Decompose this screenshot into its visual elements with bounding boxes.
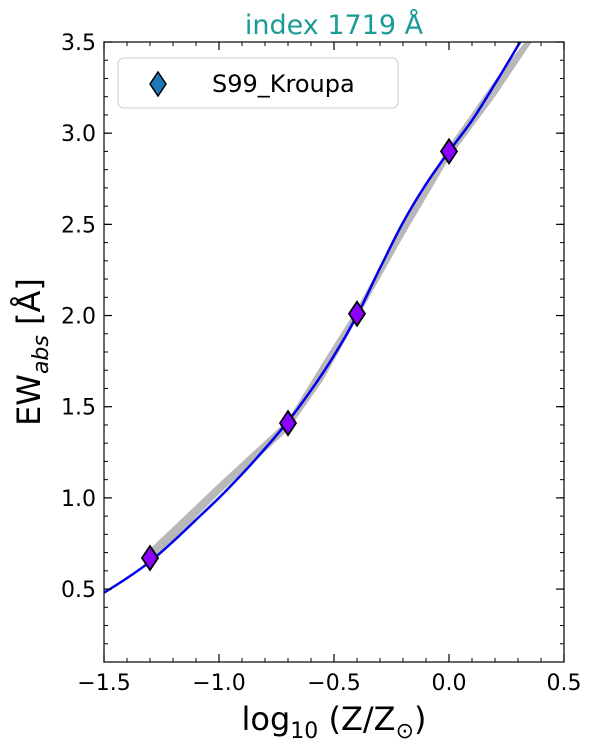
x-tick-label: −0.5	[307, 671, 360, 696]
x-tick-label: −1.5	[77, 671, 130, 696]
legend: S99_Kroupa	[117, 57, 399, 109]
x-axis-title-subscript: 10	[290, 719, 318, 744]
y-tick-label: 2.0	[61, 305, 96, 330]
data-point-1	[140, 544, 160, 572]
y-axis-title-subscript: abs	[29, 335, 54, 374]
x-axis-title-sun-subscript: ⊙	[396, 719, 414, 744]
uncertainty-band-layer	[150, 42, 532, 564]
x-axis-title-rest: (Z/Z	[318, 700, 395, 738]
legend-box	[117, 57, 399, 109]
data-point-3	[347, 300, 367, 328]
x-axis-title-main: log	[242, 700, 291, 738]
y-tick-label: 1.0	[61, 487, 96, 512]
x-tick-label: −1.0	[192, 671, 245, 696]
data-point-2	[278, 409, 298, 437]
data-points-layer	[140, 137, 459, 572]
y-tick-label: 0.5	[61, 578, 96, 603]
x-tick-label: 0.0	[432, 671, 467, 696]
chart-title: index 1719 Å	[245, 9, 424, 41]
y-axis-title-main: EW	[10, 374, 48, 426]
x-axis-title-close: )	[414, 700, 426, 738]
x-axis-title: log10 (Z/Z⊙)	[242, 700, 427, 744]
legend-marker	[149, 70, 167, 98]
y-tick-label: 3.0	[61, 122, 96, 147]
x-tick-label: 0.5	[547, 671, 582, 696]
legend-label-s99-kroupa: S99_Kroupa	[212, 70, 355, 98]
y-tick-label: 3.5	[61, 31, 96, 56]
uncertainty-band	[150, 42, 532, 564]
fit-curve-layer	[104, 42, 522, 594]
fit-curve	[104, 42, 522, 594]
y-axis-title-unit: [Å]	[10, 278, 48, 335]
ticks-layer: −1.5 −1.0 −0.5 0.0 0.5 0.5 1.0 1.5 2.0 2.5 3.0 3.5	[61, 31, 582, 696]
data-point-4	[439, 137, 459, 166]
y-tick-label: 1.5	[61, 396, 96, 421]
y-axis-title: EWabs [Å]	[10, 278, 54, 426]
y-tick-label: 2.5	[61, 213, 96, 238]
